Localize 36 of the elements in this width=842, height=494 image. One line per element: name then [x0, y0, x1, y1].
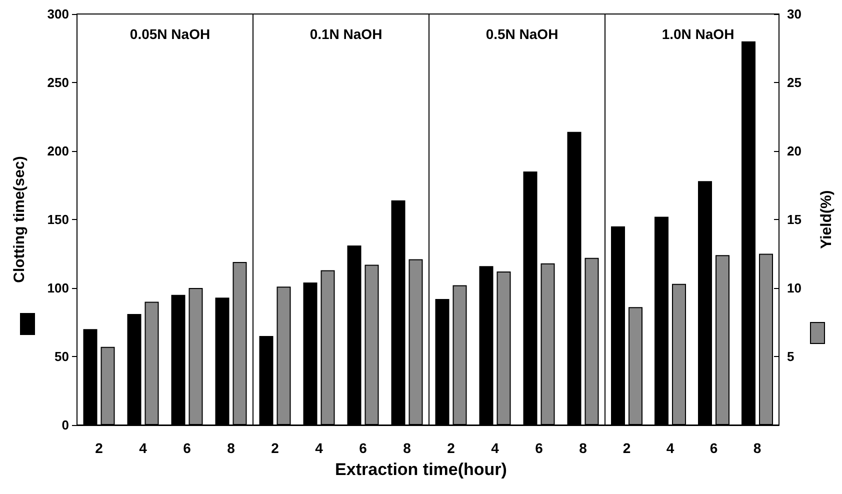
y2-axis-title: Yield(%)	[818, 190, 835, 249]
y-tick-label: 0	[62, 418, 69, 432]
text: 0.1N NaOH	[310, 26, 382, 42]
x-tick-label: 2	[622, 440, 631, 456]
x-axis-title: Extraction time(hour)	[334, 460, 508, 480]
y-tick-label: 150	[47, 212, 69, 227]
text: 0.5N NaOH	[486, 26, 558, 42]
x-tick-label: 4	[139, 440, 148, 456]
x-tick-label: 6	[359, 440, 368, 456]
y-tick-label: 200	[47, 144, 69, 158]
x-tick-label: 4	[491, 440, 500, 456]
y2-tick-label: 5	[787, 349, 794, 364]
text: 0.05N NaOH	[130, 26, 210, 42]
y-tick-label: 300	[47, 6, 69, 22]
y-tick-label: 100	[47, 280, 69, 296]
x-tick-label: 8	[753, 440, 762, 456]
y2-tick-label: 25	[787, 75, 802, 90]
x-tick-label: 8	[403, 440, 412, 456]
y2-tick-label: 20	[787, 144, 802, 158]
x-tick-label: 8	[227, 440, 236, 456]
x-tick-label: 2	[447, 440, 456, 456]
y-axis-title: Clotting time(sec)	[11, 156, 28, 283]
y-tick-label: 50	[54, 349, 69, 364]
x-tick-label: 4	[315, 440, 324, 456]
y2-tick-label: 30	[787, 6, 802, 22]
x-tick-label: 2	[95, 440, 104, 456]
x-tick-label: 8	[579, 440, 588, 456]
text: 1.0N NaOH	[662, 26, 734, 42]
y2-tick-label: 15	[787, 212, 802, 227]
x-tick-label: 6	[183, 440, 192, 456]
x-tick-label: 6	[710, 440, 718, 456]
x-tick-label: 4	[666, 440, 674, 456]
y-tick-label: 250	[47, 75, 69, 90]
x-tick-label: 2	[271, 440, 280, 456]
y2-tick-label: 10	[787, 280, 802, 296]
x-tick-label: 6	[535, 440, 544, 456]
